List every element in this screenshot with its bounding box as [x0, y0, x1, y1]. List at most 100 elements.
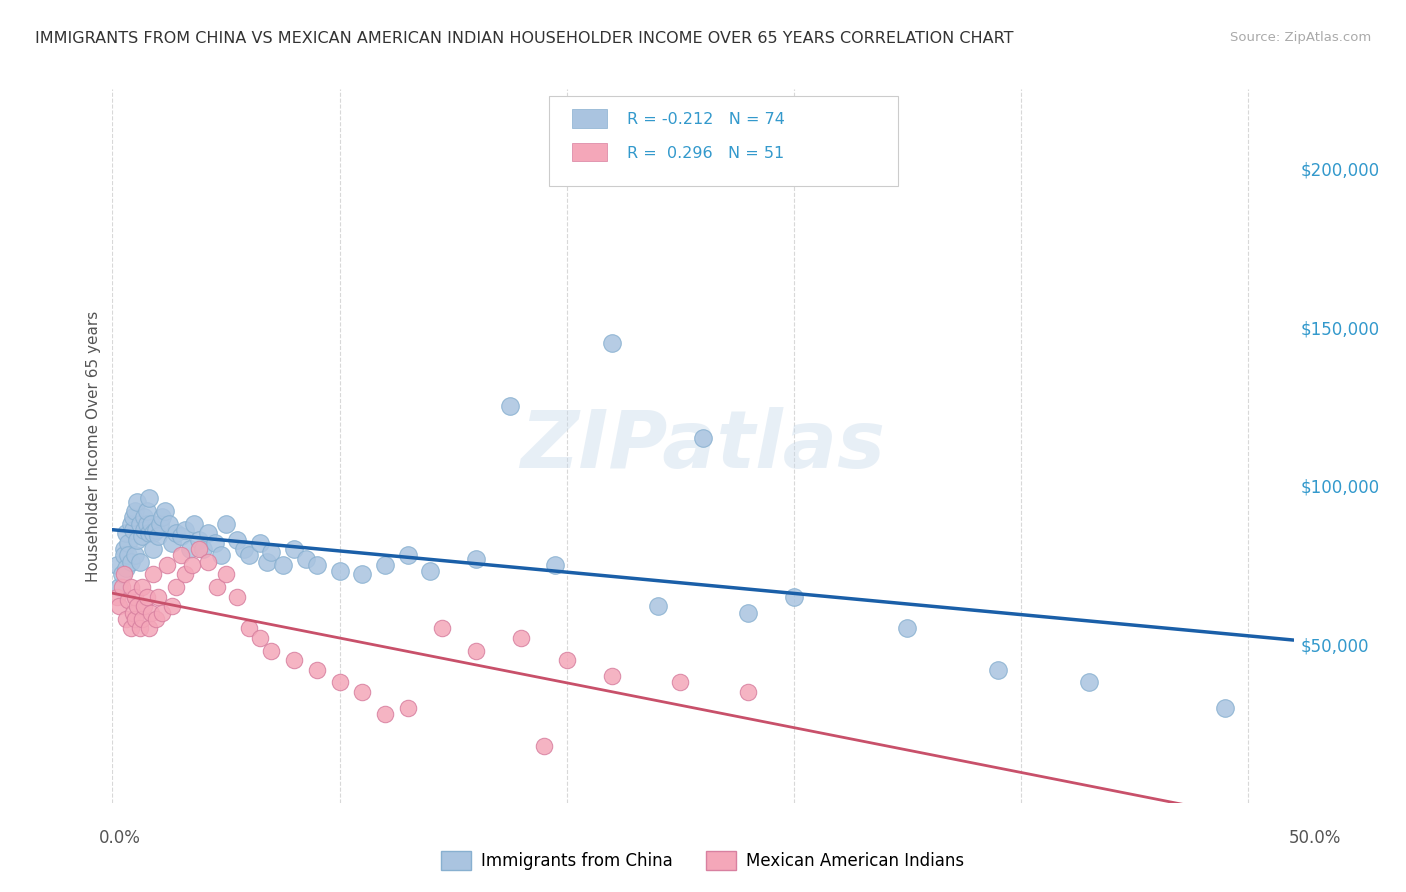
Point — [374, 558, 396, 572]
Point — [145, 612, 167, 626]
Point — [329, 675, 352, 690]
Point — [145, 523, 167, 537]
Point — [204, 535, 226, 549]
Point — [499, 400, 522, 414]
Y-axis label: Householder Income Over 65 years: Householder Income Over 65 years — [86, 310, 101, 582]
Point — [256, 555, 278, 569]
Point — [117, 535, 139, 549]
Point — [249, 535, 271, 549]
Point — [352, 685, 374, 699]
Point — [179, 542, 201, 557]
Legend: Immigrants from China, Mexican American Indians: Immigrants from China, Mexican American … — [434, 844, 972, 877]
Point — [108, 580, 131, 594]
Point — [260, 643, 283, 657]
Point — [120, 516, 142, 531]
Point — [211, 549, 233, 563]
Point — [131, 529, 153, 543]
Point — [193, 542, 215, 557]
Point — [128, 516, 150, 531]
Point — [117, 592, 139, 607]
Point — [131, 580, 153, 594]
Point — [271, 558, 294, 572]
Point — [283, 542, 305, 557]
Point — [260, 545, 283, 559]
Point — [187, 542, 209, 557]
Point — [533, 739, 555, 753]
Text: R = -0.212   N = 74: R = -0.212 N = 74 — [627, 112, 786, 128]
Text: ZIPatlas: ZIPatlas — [520, 407, 886, 485]
Point — [174, 567, 197, 582]
Point — [205, 580, 228, 594]
Point — [115, 526, 138, 541]
Point — [110, 567, 132, 582]
Point — [174, 523, 197, 537]
Point — [160, 599, 183, 614]
Point — [120, 555, 142, 569]
Text: 50.0%: 50.0% — [1288, 829, 1341, 847]
Point — [669, 675, 692, 690]
Point — [187, 533, 209, 547]
Point — [226, 590, 249, 604]
Point — [131, 612, 153, 626]
Point — [146, 590, 169, 604]
Point — [149, 516, 172, 531]
Point — [305, 663, 328, 677]
Point — [120, 621, 142, 635]
Point — [110, 580, 132, 594]
Point — [124, 590, 146, 604]
Point — [135, 516, 157, 531]
Point — [134, 599, 156, 614]
Point — [226, 533, 249, 547]
Point — [127, 494, 149, 508]
Text: R =  0.296   N = 51: R = 0.296 N = 51 — [627, 146, 785, 161]
Point — [197, 526, 219, 541]
Point — [352, 567, 374, 582]
Point — [165, 580, 187, 594]
Point — [139, 516, 162, 531]
Point — [146, 529, 169, 543]
Point — [396, 549, 419, 563]
Point — [600, 335, 623, 350]
Point — [124, 612, 146, 626]
Point — [555, 653, 578, 667]
Point — [396, 700, 419, 714]
Point — [544, 558, 567, 572]
Point — [157, 516, 180, 531]
Point — [181, 558, 204, 572]
Point — [169, 529, 191, 543]
Point — [105, 590, 128, 604]
Point — [238, 621, 260, 635]
Point — [510, 631, 533, 645]
Point — [783, 590, 806, 604]
Point — [737, 685, 759, 699]
Point — [692, 431, 714, 445]
Point — [122, 606, 145, 620]
Point — [134, 523, 156, 537]
Text: Source: ZipAtlas.com: Source: ZipAtlas.com — [1230, 31, 1371, 45]
Point — [115, 612, 138, 626]
Point — [124, 504, 146, 518]
Point — [122, 510, 145, 524]
Point — [128, 555, 150, 569]
Point — [156, 558, 179, 572]
Point — [142, 526, 165, 541]
Point — [283, 653, 305, 667]
Point — [135, 504, 157, 518]
Point — [142, 542, 165, 557]
Point — [215, 567, 238, 582]
Point — [138, 491, 160, 506]
Point — [197, 555, 219, 569]
Text: IMMIGRANTS FROM CHINA VS MEXICAN AMERICAN INDIAN HOUSEHOLDER INCOME OVER 65 YEAR: IMMIGRANTS FROM CHINA VS MEXICAN AMERICA… — [35, 31, 1014, 46]
Point — [1215, 700, 1237, 714]
Point — [419, 564, 441, 578]
Point — [987, 663, 1010, 677]
Point — [138, 526, 160, 541]
Point — [112, 567, 135, 582]
Point — [142, 567, 165, 582]
Point — [153, 504, 176, 518]
Point — [124, 549, 146, 563]
Point — [600, 669, 623, 683]
Point — [647, 599, 669, 614]
Point — [152, 510, 174, 524]
Point — [112, 549, 135, 563]
